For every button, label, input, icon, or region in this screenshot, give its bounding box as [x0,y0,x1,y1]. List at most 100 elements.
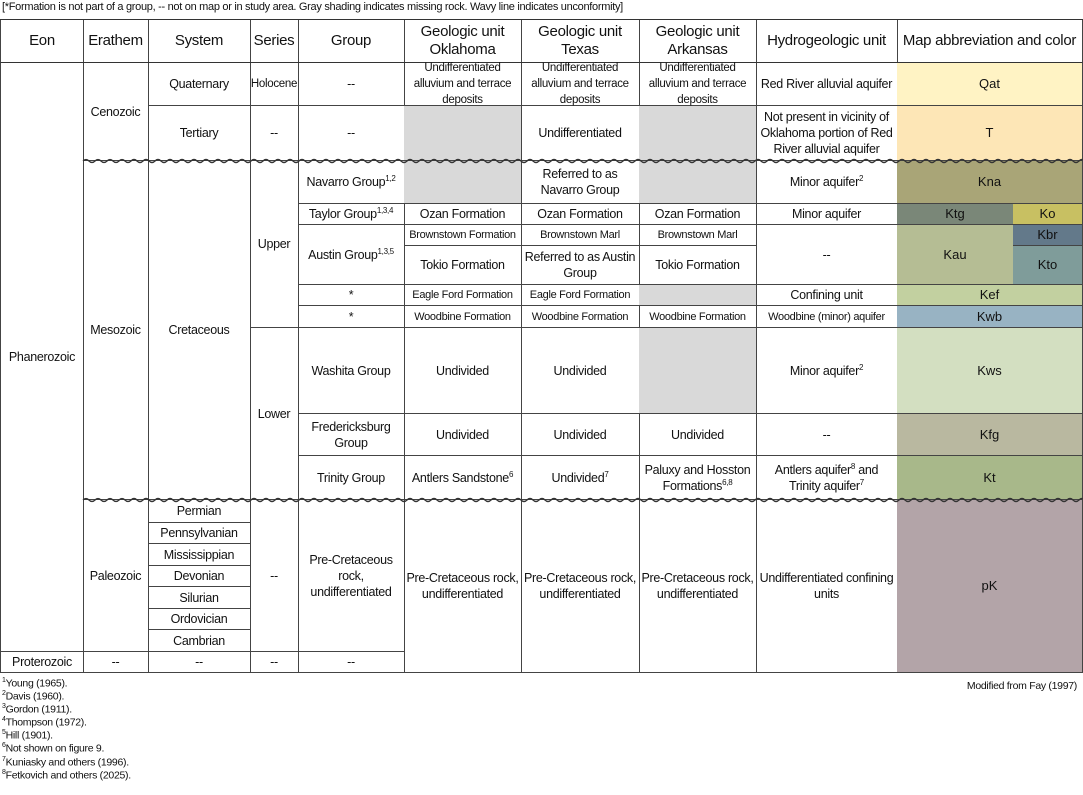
tx-tertiary: Undifferentiated [521,106,640,161]
tx-washita: Undivided [521,328,640,414]
footnote: 7Kuniasky and others (1996). [2,756,131,769]
tx-woodbine: Woodbine Formation [521,306,640,328]
ar-trinity: Paluxy and Hosston Formations6,8 [639,456,757,500]
ar-navarro-missing [639,161,757,204]
footnote-ref: 1,3,5 [377,246,395,256]
header-arkansas: Geologic unit Arkansas [639,20,757,63]
footnote-ref: 7 [859,477,864,487]
erathem-paleozoic: Paleozoic [83,500,149,652]
tx-trinity: Undivided7 [521,456,640,500]
ok-fredericksburg: Undivided [404,414,522,456]
footnote-text: Kuniasky and others (1996). [5,756,130,769]
header-series: Series [250,20,299,63]
ar-tertiary-missing [639,106,757,161]
footnote-ref: 6 [508,469,514,479]
ok-washita: Undivided [404,328,522,414]
hydro-pre-cretaceous: Undifferentiated confining units [756,500,898,673]
ar-fredericksburg: Undivided [639,414,757,456]
footnote-ref: 7 [604,469,609,479]
map-unit-kbr: Kbr [1013,225,1083,246]
group-taylor: Taylor Group1,3,4 [298,204,405,225]
ar-tokio: Tokio Formation [639,246,757,285]
footnote-number: 2 [2,690,6,698]
system-silurian: Silurian [148,587,251,609]
ok-brownstown: Brownstown Formation [404,225,522,246]
hydro-fredericksburg: -- [756,414,898,456]
system-cretaceous: Cretaceous [148,161,251,500]
ar-woodbine: Woodbine Formation [639,306,757,328]
footnote-number: 1 [2,677,6,684]
hydro-trinity: Antlers aquifer8 and Trinity aquifer7 [756,456,898,500]
footnote-ref: 1,2 [385,173,396,183]
hydro-woodbine: Woodbine (minor) aquifer [756,306,898,328]
ar-taylor: Ozan Formation [639,204,757,225]
ar-brownstown: Brownstown Marl [639,225,757,246]
ar-pre-cretaceous: Pre-Cretaceous rock, undifferentiated [639,500,757,673]
ok-navarro-missing [404,161,522,204]
erathem-cenozoic: Cenozoic [83,63,149,161]
map-unit-kwb: Kwb [897,306,1083,328]
map-unit-t: T [897,106,1083,161]
tx-quaternary: Undifferentiated alluvium and terrace de… [521,62,640,106]
map-unit-ko: Ko [1013,204,1083,225]
group-fredericksburg: Fredericksburg Group [298,414,405,456]
map-unit-qat: Qat [897,63,1083,106]
footnote: 1Young (1965). [2,677,131,690]
footnote: 2Davis (1960). [2,690,131,703]
ok-quaternary: Undifferentiated alluvium and terrace de… [404,62,522,106]
tx-taylor: Ozan Formation [521,204,640,225]
system-permian: Permian [148,500,251,523]
ok-tokio: Tokio Formation [404,246,522,285]
ok-pre-cretaceous: Pre-Cretaceous rock, undifferentiated [404,500,522,673]
footnote-number: 7 [2,755,6,763]
system-proterozoic: -- [148,652,251,673]
header-hydrogeologic: Hydrogeologic unit [756,20,898,63]
map-unit-kt: Kt [897,456,1083,500]
hydro-tertiary: Not present in vicinity of Oklahoma port… [756,106,898,161]
map-unit-kto: Kto [1013,246,1083,285]
system-cambrian: Cambrian [148,630,251,652]
header-group: Group [298,20,405,63]
map-unit-kws: Kws [897,328,1083,414]
map-unit-pk: pK [897,500,1083,673]
hydro-eagle-ford: Confining unit [756,285,898,306]
footnote: 6Not shown on figure 9. [2,742,131,755]
group-navarro: Navarro Group1,2 [298,161,405,204]
footnote-text: Young (1965). [5,677,68,690]
group-washita: Washita Group [298,328,405,414]
footnote-number: 6 [2,742,6,750]
system-tertiary: Tertiary [148,106,251,161]
stratigraphic-table: Eon Erathem System Series Group Geologic… [0,19,1083,673]
footnote: 3Gordon (1911). [2,703,131,716]
map-unit-kfg: Kfg [897,414,1083,456]
hydro-navarro: Minor aquifer2 [756,161,898,204]
footnote-ref: 2 [858,173,864,183]
tx-austin: Referred to as Austin Group [521,246,640,285]
system-devonian: Devonian [148,566,251,587]
group-woodbine: * [298,306,405,328]
ok-tertiary-missing [404,106,522,161]
footnote-ref: 8 [850,461,856,471]
footnotes: 1Young (1965). 2Davis (1960). 3Gordon (191… [2,677,131,782]
ok-eagle-ford: Eagle Ford Formation [404,285,522,306]
footnote-number: 4 [2,716,6,724]
footnote-text: Fetkovich and others (2025). [5,769,132,782]
system-mississippian: Mississippian [148,544,251,566]
hydro-austin: -- [756,225,898,285]
ok-trinity: Antlers Sandstone6 [404,456,522,500]
group-trinity: Trinity Group [298,456,405,500]
group-austin: Austin Group1,3,5 [298,225,405,285]
footnote-text: Davis (1960). [5,690,65,703]
series-lower: Lower [250,328,299,500]
ar-eagle-ford-missing [639,285,757,306]
group-pre-cretaceous: Pre-Cretaceous rock, undifferentiated [298,500,405,652]
footnote-number: 5 [2,729,6,737]
hydro-washita: Minor aquifer2 [756,328,898,414]
ok-taylor: Ozan Formation [404,204,522,225]
footnote-ref: 6,8 [722,477,733,487]
eon-phanerozoic: Phanerozoic [0,63,84,652]
erathem-mesozoic: Mesozoic [83,161,149,500]
system-ordovician: Ordovician [148,609,251,630]
series-holocene: Holocene [250,63,299,106]
